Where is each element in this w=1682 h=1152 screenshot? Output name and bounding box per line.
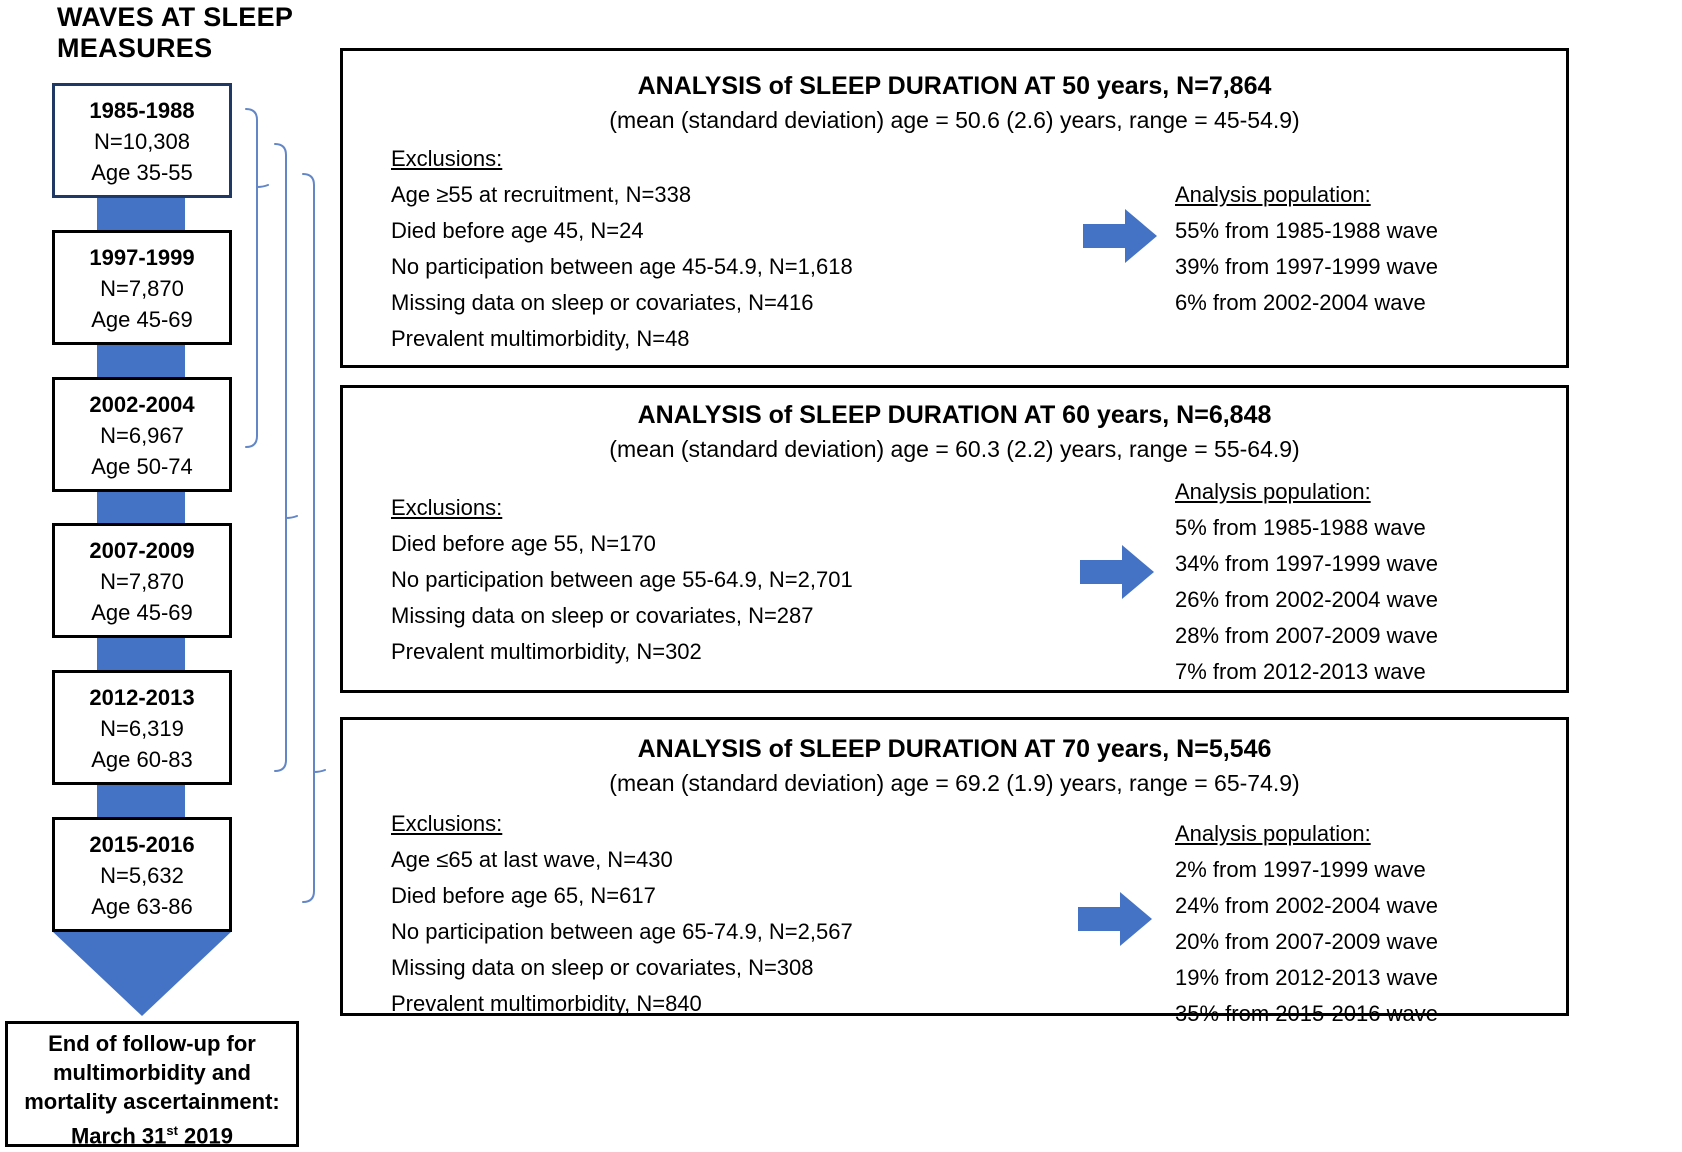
wave-n: N=5,632	[100, 863, 184, 888]
wave-n: N=7,870	[100, 569, 184, 594]
exclusion-item: No participation between age 55-64.9, N=…	[391, 567, 853, 592]
right-arrow-icon	[1080, 545, 1154, 599]
end-of-followup-box: End of follow-up for multimorbidity and …	[5, 1021, 299, 1150]
wave-box-2002-2004: 2002-2004 N=6,967 Age 50-74	[52, 377, 232, 492]
wave-age: Age 63-86	[91, 894, 193, 919]
population-item: 6% from 2002-2004 wave	[1175, 290, 1426, 315]
wave-years: 1997-1999	[89, 245, 195, 270]
exclusions-heading: Exclusions:	[391, 495, 503, 520]
exclusions-block: Exclusions: Died before age 55, N=170 No…	[391, 490, 853, 670]
wave-n: N=7,870	[100, 276, 184, 301]
wave-age: Age 45-69	[91, 307, 193, 332]
wave-box-2012-2013: 2012-2013 N=6,319 Age 60-83	[52, 670, 232, 785]
population-item: 34% from 1997-1999 wave	[1175, 551, 1438, 576]
wave-n: N=6,967	[100, 423, 184, 448]
bracket-analysis-50	[245, 108, 269, 448]
analysis-box-60: ANALYSIS of SLEEP DURATION AT 60 years, …	[340, 385, 1569, 693]
analysis-subtitle: (mean (standard deviation) age = 69.2 (1…	[609, 770, 1300, 796]
exclusion-item: Missing data on sleep or covariates, N=3…	[391, 955, 814, 980]
wave-box-1985-1988: 1985-1988 N=10,308 Age 35-55	[52, 83, 232, 198]
end-box-date-year: 2019	[177, 1123, 233, 1149]
population-block: Analysis population: 2% from 1997-1999 w…	[1175, 816, 1438, 1032]
wave-connector	[97, 196, 185, 232]
right-arrow-icon	[1083, 209, 1157, 263]
population-block: Analysis population: 55% from 1985-1988 …	[1175, 177, 1438, 321]
exclusion-item: Prevalent multimorbidity, N=302	[391, 639, 702, 664]
exclusion-item: Age ≥55 at recruitment, N=338	[391, 182, 692, 207]
page-title: WAVES AT SLEEP MEASURES	[57, 2, 294, 63]
bracket-analysis-70	[302, 173, 326, 903]
end-box-line: multimorbidity and	[53, 1060, 251, 1085]
wave-box-2015-2016: 2015-2016 N=5,632 Age 63-86	[52, 817, 232, 932]
wave-connector	[97, 490, 185, 525]
population-item: 55% from 1985-1988 wave	[1175, 218, 1438, 243]
wave-years: 2015-2016	[89, 832, 195, 857]
population-item: 39% from 1997-1999 wave	[1175, 254, 1438, 279]
analysis-subtitle: (mean (standard deviation) age = 60.3 (2…	[609, 436, 1300, 462]
wave-years: 2002-2004	[89, 392, 195, 417]
exclusion-item: Age ≤65 at last wave, N=430	[391, 847, 673, 872]
analysis-subtitle: (mean (standard deviation) age = 50.6 (2…	[609, 107, 1300, 133]
wave-connector	[97, 343, 185, 379]
end-box-date-main: March 31	[70, 1123, 167, 1149]
wave-box-2007-2009: 2007-2009 N=7,870 Age 45-69	[52, 523, 232, 638]
right-arrow-icon	[1078, 892, 1152, 946]
exclusion-item: Died before age 55, N=170	[391, 531, 656, 556]
population-item: 19% from 2012-2013 wave	[1175, 965, 1438, 990]
wave-years: 2012-2013	[89, 685, 195, 710]
exclusion-item: Prevalent multimorbidity, N=840	[391, 991, 702, 1016]
population-item: 5% from 1985-1988 wave	[1175, 515, 1426, 540]
end-box-date-ordinal: st	[166, 1123, 178, 1138]
population-item: 20% from 2007-2009 wave	[1175, 929, 1438, 954]
wave-connector	[97, 636, 185, 672]
exclusions-block: Exclusions: Age ≥55 at recruitment, N=33…	[391, 141, 853, 357]
end-box-line: End of follow-up for	[48, 1031, 256, 1056]
analysis-title: ANALYSIS of SLEEP DURATION AT 60 years, …	[637, 401, 1272, 429]
exclusion-item: Missing data on sleep or covariates, N=2…	[391, 603, 814, 628]
exclusions-block: Exclusions: Age ≤65 at last wave, N=430 …	[391, 806, 853, 1022]
population-heading: Analysis population:	[1175, 182, 1371, 207]
end-box-line: mortality ascertainment:	[24, 1089, 280, 1114]
population-item: 35% from 2015-2016 wave	[1175, 1001, 1438, 1026]
analysis-box-50: ANALYSIS of SLEEP DURATION AT 50 years, …	[340, 48, 1569, 368]
wave-n: N=10,308	[93, 129, 191, 154]
wave-connector	[97, 783, 185, 819]
population-item: 24% from 2002-2004 wave	[1175, 893, 1438, 918]
population-item: 2% from 1997-1999 wave	[1175, 857, 1426, 882]
exclusions-heading: Exclusions:	[391, 811, 503, 836]
wave-box-1997-1999: 1997-1999 N=7,870 Age 45-69	[52, 230, 232, 345]
flow-arrowhead-down-icon	[52, 931, 232, 1016]
population-item: 26% from 2002-2004 wave	[1175, 587, 1438, 612]
population-heading: Analysis population:	[1175, 821, 1371, 846]
wave-years: 1985-1988	[89, 98, 195, 123]
exclusion-item: No participation between age 45-54.9, N=…	[391, 254, 853, 279]
wave-age: Age 35-55	[91, 160, 193, 185]
analysis-title: ANALYSIS of SLEEP DURATION AT 50 years, …	[637, 72, 1272, 100]
analysis-title: ANALYSIS of SLEEP DURATION AT 70 years, …	[637, 735, 1272, 763]
bracket-analysis-60	[274, 143, 298, 772]
population-block: Analysis population: 5% from 1985-1988 w…	[1175, 474, 1438, 690]
wave-n: N=6,319	[100, 716, 184, 741]
population-item: 28% from 2007-2009 wave	[1175, 623, 1438, 648]
exclusion-item: Died before age 45, N=24	[391, 218, 644, 243]
wave-age: Age 60-83	[91, 747, 193, 772]
population-heading: Analysis population:	[1175, 479, 1371, 504]
exclusions-heading: Exclusions:	[391, 146, 503, 171]
end-box-date: March 31st 2019	[8, 1116, 296, 1150]
population-item: 7% from 2012-2013 wave	[1175, 659, 1426, 684]
wave-age: Age 50-74	[91, 454, 193, 479]
analysis-box-70: ANALYSIS of SLEEP DURATION AT 70 years, …	[340, 717, 1569, 1026]
exclusion-item: Missing data on sleep or covariates, N=4…	[391, 290, 814, 315]
exclusion-item: No participation between age 65-74.9, N=…	[391, 919, 853, 944]
wave-years: 2007-2009	[89, 538, 195, 563]
exclusion-item: Died before age 65, N=617	[391, 883, 656, 908]
wave-age: Age 45-69	[91, 600, 193, 625]
exclusion-item: Prevalent multimorbidity, N=48	[391, 326, 690, 351]
